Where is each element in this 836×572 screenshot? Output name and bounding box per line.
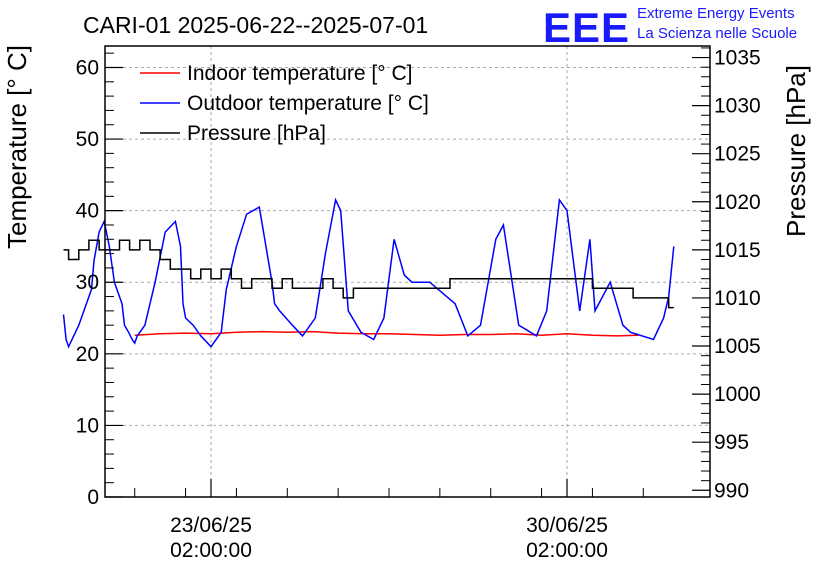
legend-label: Pressure [hPa]: [187, 122, 326, 145]
eee-logo: EEE Extreme Energy Events La Scienza nel…: [543, 4, 797, 51]
y-tick-label: 10: [76, 414, 99, 437]
y-tick-label: 20: [76, 343, 99, 366]
legend: Indoor temperature [° C] Outdoor temperat…: [140, 62, 429, 145]
x-tick-time: 02:00:00: [526, 539, 608, 562]
y2-tick-label: 995: [714, 431, 749, 454]
y-tick-label: 30: [76, 271, 99, 294]
y-tick-label: 50: [76, 128, 99, 151]
legend-label: Indoor temperature [° C]: [187, 62, 413, 85]
x-tick-date: 30/06/25: [526, 514, 608, 537]
y2-tick-label: 1005: [714, 335, 761, 358]
y2-tick-label: 1030: [714, 95, 761, 118]
y2-axis-title: Pressure [hPa]: [781, 65, 811, 237]
y2-tick-label: 1010: [714, 287, 761, 310]
y2-tick-label: 1035: [714, 47, 761, 70]
y2-tick-label: 1015: [714, 239, 761, 262]
y-tick-label: 40: [76, 200, 99, 223]
series-line-pressure-hpa: [63, 239, 674, 309]
axes: [104, 45, 711, 498]
y2-tick-label: 1025: [714, 143, 761, 166]
plot-frame: [104, 45, 711, 498]
chart-title: CARI-01 2025-06-22--2025-07-01: [83, 12, 428, 38]
tick-labels: 0102030405060990995100010051010101510201…: [76, 47, 761, 562]
series-line-outdoor-temperature-c: [62, 197, 675, 349]
logo-line-1: Extreme Energy Events: [637, 5, 795, 22]
legend-label: Outdoor temperature [° C]: [187, 92, 429, 115]
y-tick-label: 0: [87, 486, 99, 509]
y-axis-title: Temperature [° C]: [2, 45, 32, 249]
y2-tick-label: 990: [714, 479, 749, 502]
logo-line-2: La Scienza nelle Scuole: [637, 25, 797, 42]
y-tick-label: 60: [76, 56, 99, 79]
grid: [105, 46, 710, 497]
series-layer: [62, 197, 675, 349]
series-line-indoor-temperature-c: [134, 330, 639, 337]
y2-tick-label: 1020: [714, 191, 761, 214]
y2-tick-label: 1000: [714, 383, 761, 406]
x-tick-time: 02:00:00: [170, 539, 252, 562]
logo-mark: EEE: [543, 4, 630, 51]
x-tick-date: 23/06/25: [170, 514, 252, 537]
